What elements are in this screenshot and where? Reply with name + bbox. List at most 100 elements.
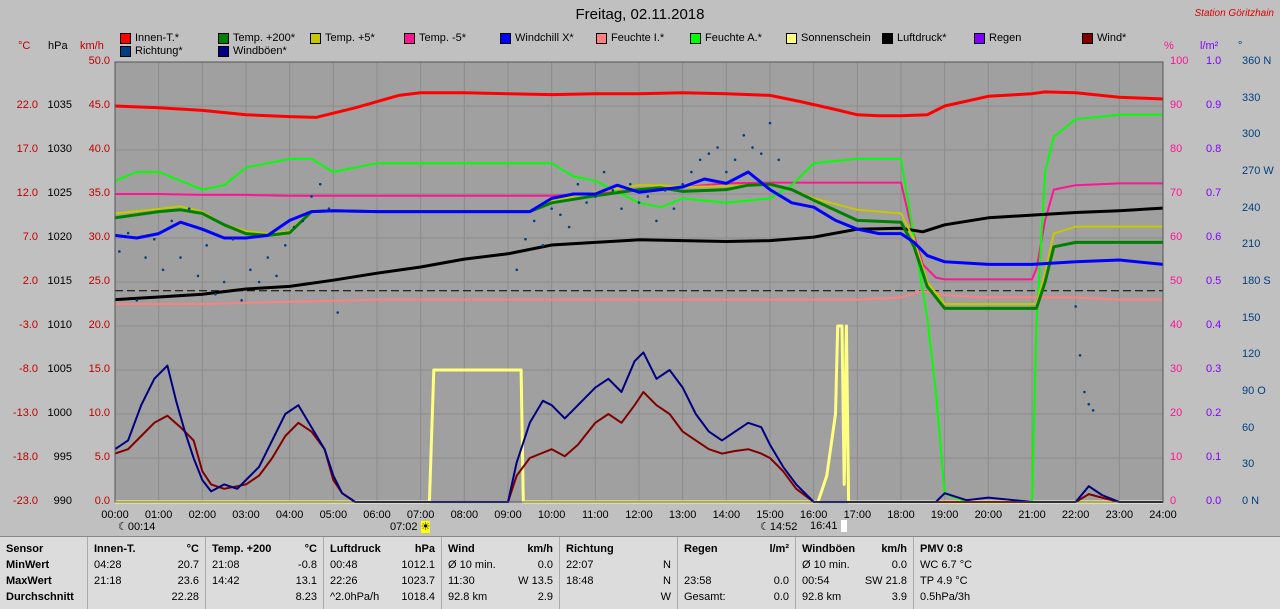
regen-unit: l/m²	[769, 543, 789, 555]
innen-max-val: 23.6	[177, 575, 199, 587]
pmv-title: PMV 0:8	[920, 543, 963, 555]
x-tick: 11:00	[581, 509, 609, 521]
series-line-innen-t	[114, 90, 1164, 119]
direction-point	[524, 237, 527, 241]
x-tick: 16:00	[799, 509, 828, 521]
direction-point	[161, 268, 165, 272]
series-line-windchill-x	[114, 170, 1164, 266]
x-tick: 14:00	[712, 509, 741, 521]
hpa-tick: 1000	[47, 407, 72, 419]
wind-max-time: 11:30	[448, 575, 475, 587]
celsius-tick: 2.0	[22, 275, 38, 287]
percent-tick: 0	[1170, 495, 1177, 507]
stats-boeen: Windböen km/h Ø 10 min. 0.0 00:54 SW 21.8 9…	[796, 537, 914, 609]
legend-item: Feuchte I.*	[596, 32, 664, 44]
direction-point	[620, 207, 623, 210]
regen-title: Regen	[684, 543, 718, 555]
temp200-min-time: 21:08	[212, 559, 240, 571]
series-line-temp-5	[115, 181, 1163, 281]
celsius-tick: 17.0	[16, 143, 38, 155]
legend-swatch	[218, 45, 229, 57]
richtung-min-val: N	[663, 559, 671, 571]
direction-point	[541, 244, 545, 247]
celsius-tick: 22.0	[16, 99, 38, 111]
kmh-tick: 5.0	[94, 451, 110, 463]
innen-title: Innen-T.	[94, 543, 136, 555]
legend-label: Windböen*	[233, 45, 287, 57]
x-tick: 18:00	[887, 509, 915, 521]
direction-tick: 60	[1242, 421, 1255, 434]
stats-panel: Sensor MinWert MaxWert Durchschnitt Inne…	[0, 536, 1280, 609]
legend-swatch	[120, 45, 131, 57]
legend-item: Luftdruck*	[882, 32, 947, 44]
wind-unit: km/h	[527, 543, 553, 555]
rain-unit: l/m²	[1200, 40, 1219, 52]
direction-point	[576, 182, 580, 186]
deg-unit: °	[1238, 40, 1243, 52]
x-tick: 09:00	[494, 509, 522, 521]
boeen-r1-val: 0.0	[891, 559, 907, 571]
celsius-tick: -8.0	[19, 363, 38, 375]
direction-point	[1074, 305, 1077, 308]
legend-label: Richtung*	[135, 45, 183, 57]
direction-tick: 240	[1242, 201, 1261, 214]
legend-item: Windböen*	[218, 45, 287, 57]
direction-tick: 330	[1242, 91, 1261, 104]
kmh-tick: 40.0	[88, 143, 110, 155]
percent-tick: 60	[1170, 231, 1183, 243]
direction-point	[628, 182, 632, 186]
moonrise-marker: ☾14:52	[760, 521, 798, 533]
legend-swatch	[1082, 32, 1093, 44]
hpa-tick: 1005	[47, 363, 72, 375]
luftdruck-min-val: 1012.1	[401, 559, 435, 571]
boeen-avg: 3.9	[891, 591, 907, 603]
regen-max-val: 0.0	[773, 575, 789, 587]
luftdruck-unit: hPa	[414, 543, 435, 555]
direction-point	[214, 292, 217, 296]
direction-point	[532, 219, 536, 223]
percent-tick: 10	[1170, 451, 1183, 463]
hpa-tick: 1015	[47, 275, 72, 287]
direction-point	[646, 195, 650, 198]
stats-richtung: Richtung 22:07 N 18:48 N W	[560, 537, 678, 609]
legend-swatch	[404, 32, 415, 44]
luftdruck-max-val: 1023.7	[401, 575, 435, 587]
wind-title: Wind	[448, 543, 475, 555]
stats-temp200: Temp. +200 °C 21:08 -0.8 14:42 13.1 8.23	[206, 537, 324, 609]
direction-point	[231, 237, 235, 241]
direction-point	[602, 170, 606, 174]
hpa-tick: 1020	[47, 231, 72, 243]
direction-point	[707, 152, 711, 155]
percent-tick: 70	[1170, 187, 1183, 199]
legend-swatch	[882, 32, 893, 44]
direction-point	[284, 244, 287, 247]
direction-tick: 360 N	[1242, 55, 1272, 67]
celsius-tick: -13.0	[12, 407, 38, 419]
kmh-tick: 45.0	[88, 99, 110, 111]
direction-point	[733, 158, 737, 162]
kmh-tick: 20.0	[88, 319, 110, 331]
legend-item: Temp. +200*	[218, 32, 295, 44]
series-richtung	[118, 121, 1095, 412]
wind-r1-val: 0.0	[537, 559, 553, 571]
direction-point	[310, 195, 313, 198]
x-tick: 03:00	[232, 509, 260, 521]
percent-tick: 100	[1170, 55, 1189, 67]
luftdruck-max-time: 22:26	[330, 575, 358, 587]
kmh-tick: 10.0	[88, 407, 110, 419]
x-tick: 19:00	[930, 509, 959, 521]
direction-point	[292, 225, 296, 229]
direction-point	[266, 256, 270, 259]
regen-max-time: 23:58	[684, 575, 712, 587]
pmv-wc: WC 6.7 °C	[920, 559, 973, 571]
stats-pmv: PMV 0:8 WC 6.7 °C TP 4.9 °C 0.5hPa/3h	[914, 537, 1004, 609]
wind-max-val: W 13.5	[518, 575, 553, 587]
innen-unit: °C	[186, 543, 199, 555]
celsius-tick: 7.0	[22, 231, 38, 243]
temp200-min-val: -0.8	[298, 559, 317, 571]
direction-point	[144, 256, 147, 259]
direction-point	[118, 250, 121, 253]
x-tick: 22:00	[1061, 509, 1090, 521]
innen-avg: 22.28	[171, 591, 199, 603]
rain-tick: 0.0	[1206, 495, 1222, 507]
